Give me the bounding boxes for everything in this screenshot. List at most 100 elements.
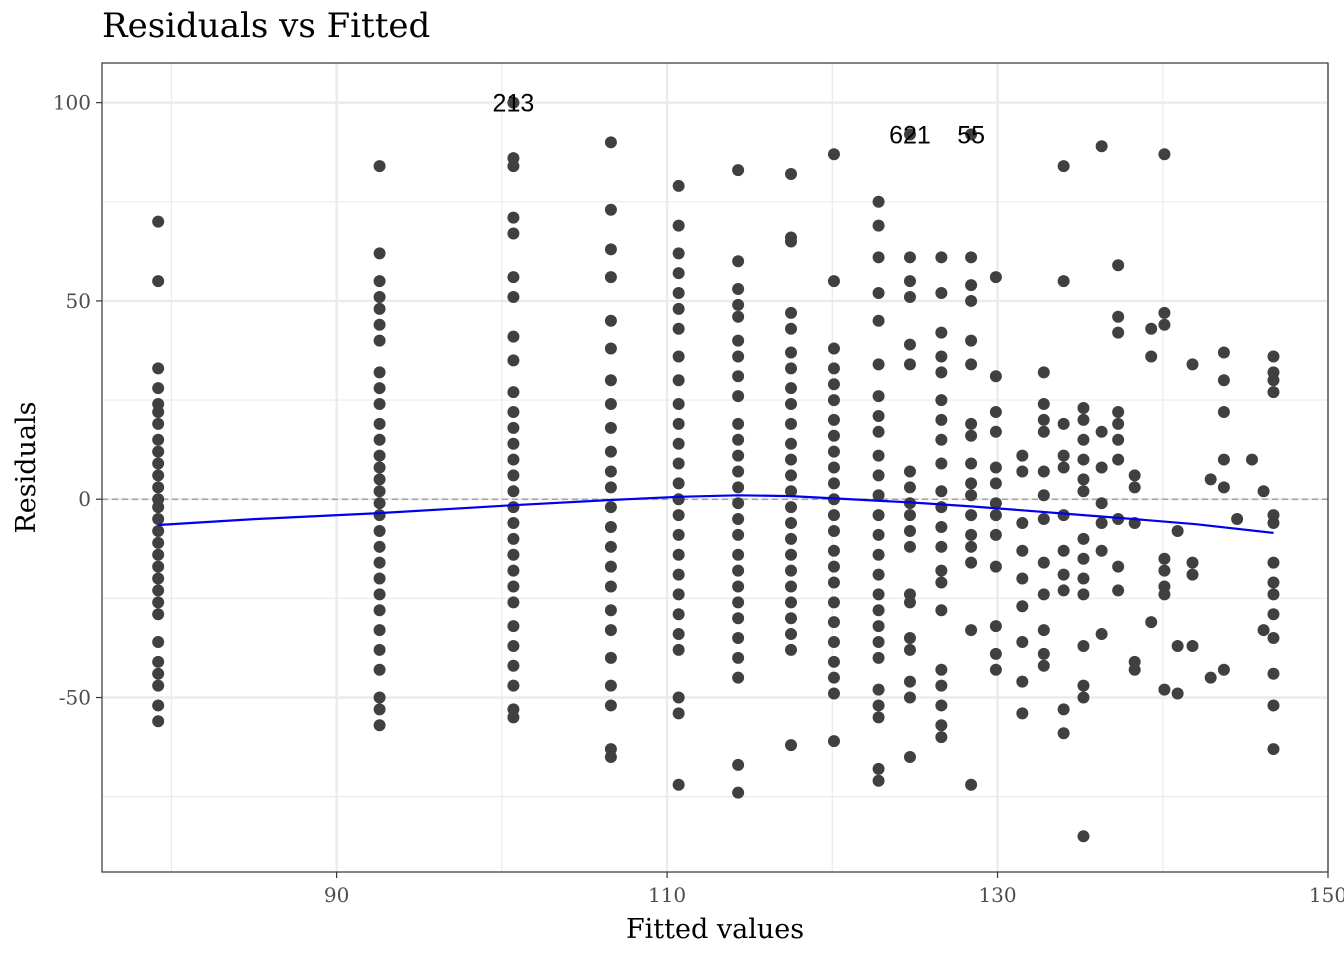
data-point (965, 294, 978, 307)
y-tick-label: 100 (53, 91, 91, 115)
data-point (732, 758, 745, 771)
data-point (827, 378, 840, 391)
data-point (872, 251, 885, 264)
data-point (1158, 318, 1171, 331)
data-point (672, 608, 685, 621)
data-point (1037, 624, 1050, 637)
data-point (1204, 473, 1217, 486)
data-point (1128, 663, 1141, 676)
data-point (1267, 576, 1280, 589)
data-point (152, 608, 165, 621)
x-tick-label: 110 (648, 883, 686, 907)
outlier-label: 213 (493, 90, 535, 118)
data-point (1037, 588, 1050, 601)
data-point (1186, 568, 1199, 581)
data-point (827, 445, 840, 458)
data-point (732, 632, 745, 645)
data-point (373, 497, 386, 510)
data-point (965, 509, 978, 522)
data-point (1112, 310, 1125, 323)
data-point (1217, 374, 1230, 387)
data-point (507, 405, 520, 418)
data-point (373, 366, 386, 379)
data-point (935, 251, 948, 264)
data-point (935, 731, 948, 744)
data-point (903, 509, 916, 522)
y-tick-label: 0 (78, 487, 91, 511)
data-point (373, 433, 386, 446)
data-point (1037, 556, 1050, 569)
data-point (1267, 517, 1280, 530)
data-point (872, 528, 885, 541)
data-point (152, 382, 165, 395)
data-point (373, 604, 386, 617)
data-point (935, 350, 948, 363)
data-point (785, 564, 798, 577)
data-point (373, 160, 386, 173)
data-point (827, 509, 840, 522)
data-point (965, 279, 978, 292)
data-point (1037, 425, 1050, 438)
data-point (785, 453, 798, 466)
data-point (732, 671, 745, 684)
data-point (965, 128, 978, 141)
data-point (872, 195, 885, 208)
data-point (785, 628, 798, 641)
data-point (152, 655, 165, 668)
data-point (872, 219, 885, 232)
data-point (872, 711, 885, 724)
data-point (152, 469, 165, 482)
data-point (1112, 326, 1125, 339)
data-point (903, 643, 916, 656)
data-point (1016, 707, 1029, 720)
data-point (1077, 691, 1090, 704)
data-point (732, 651, 745, 664)
data-point (1267, 386, 1280, 399)
data-point (785, 322, 798, 335)
data-point (507, 330, 520, 343)
data-point (604, 465, 617, 478)
data-point (373, 275, 386, 288)
data-point (373, 290, 386, 303)
smooth-trend-line (158, 494, 1274, 534)
data-point (152, 715, 165, 728)
data-point (903, 481, 916, 494)
data-point (604, 651, 617, 664)
data-point (1077, 639, 1090, 652)
data-point (507, 501, 520, 514)
data-point (732, 390, 745, 403)
data-point (1077, 433, 1090, 446)
data-point (965, 429, 978, 442)
data-point (1077, 679, 1090, 692)
data-point (785, 612, 798, 625)
data-point (732, 370, 745, 383)
data-point (989, 528, 1002, 541)
data-point (1057, 160, 1070, 173)
data-point (872, 390, 885, 403)
data-point (732, 612, 745, 625)
data-point (152, 362, 165, 375)
data-point (1267, 699, 1280, 712)
data-point (672, 643, 685, 656)
data-point (1095, 497, 1108, 510)
data-point (604, 501, 617, 514)
data-point (872, 699, 885, 712)
data-point (732, 481, 745, 494)
data-point (1231, 513, 1244, 526)
data-point (903, 251, 916, 264)
data-point (604, 679, 617, 692)
data-point (604, 374, 617, 387)
data-point (152, 635, 165, 648)
data-point (903, 465, 916, 478)
data-point (989, 370, 1002, 383)
data-point (1257, 485, 1270, 498)
data-point (965, 477, 978, 490)
data-point (827, 461, 840, 474)
data-point (373, 719, 386, 732)
data-point (373, 509, 386, 522)
data-point (935, 485, 948, 498)
data-point (152, 584, 165, 597)
data-point (872, 762, 885, 775)
data-point (872, 287, 885, 300)
data-point (935, 719, 948, 732)
